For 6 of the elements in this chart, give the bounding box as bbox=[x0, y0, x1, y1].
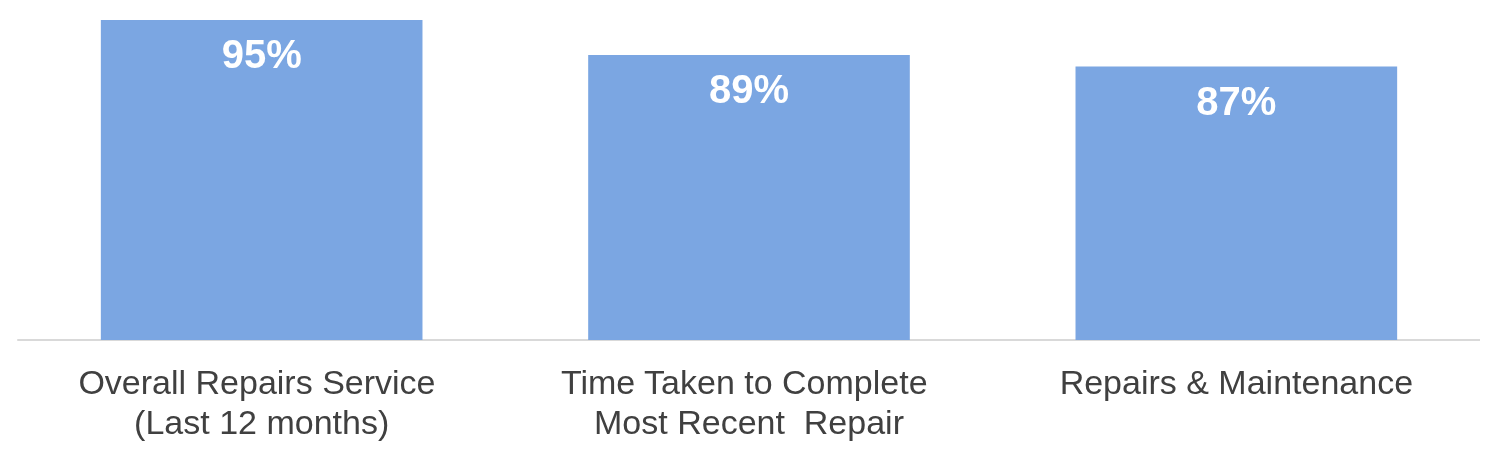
data-label: 89% bbox=[708, 66, 790, 111]
x-tick-label: Repairs & Maintenance bbox=[1059, 363, 1414, 401]
x-tick-label: Overall Repairs Service (Last 12 months) bbox=[78, 363, 445, 441]
x-tick-label: Time Taken to Complete Most Recent Repair bbox=[560, 363, 938, 441]
data-label: 95% bbox=[221, 32, 302, 76]
data-label: 87% bbox=[1196, 78, 1277, 123]
